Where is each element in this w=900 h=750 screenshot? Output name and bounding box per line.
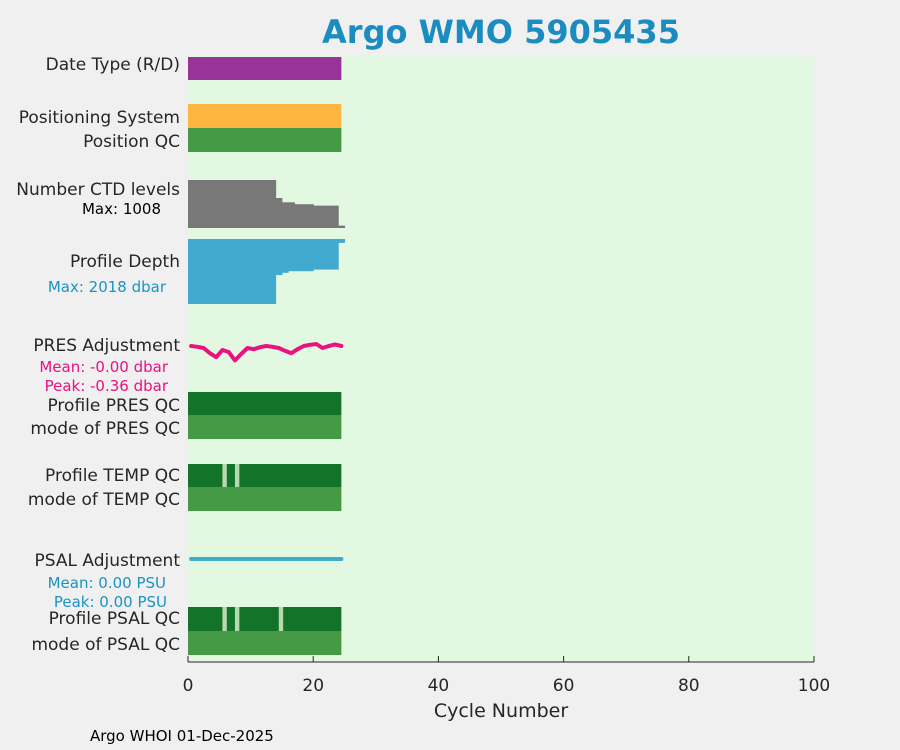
depth-bar-17	[288, 239, 295, 272]
x-tick-label-1: 0	[183, 676, 194, 696]
row-stat-5-1: Max: 2018 dbar	[48, 278, 167, 296]
band-2	[188, 104, 342, 128]
x-tick-label-3: 40	[428, 676, 450, 696]
levels-bar-15	[275, 198, 283, 228]
levels-bar-12	[256, 180, 264, 228]
depth-bar-19	[300, 239, 308, 272]
row-stat-6-1: Mean: -0.00 dbar	[39, 358, 169, 376]
depth-bar-5	[213, 239, 220, 304]
depth-bar-1	[188, 239, 195, 304]
depth-bar-21	[313, 239, 320, 270]
depth-bar-24	[331, 239, 339, 270]
row-label-12: Profile PSAL QC	[49, 609, 180, 629]
depth-bar-7	[225, 239, 233, 304]
row-labels: Date Type (R/D) Positioning System Positio…	[16, 55, 180, 655]
depth-bar-22	[319, 239, 327, 270]
levels-bar-6	[219, 180, 227, 228]
levels-bar-13	[263, 180, 270, 228]
depth-bar-6	[219, 239, 227, 304]
band-13	[188, 631, 342, 655]
band-9	[188, 464, 342, 487]
levels-bar-20	[306, 204, 314, 228]
depth-bar-25	[338, 239, 345, 243]
depth-bar-20	[306, 239, 314, 272]
band-1	[188, 57, 342, 80]
x-tick-label-4: 60	[553, 676, 575, 696]
levels-bar-24	[331, 205, 339, 228]
depth-bar-9	[238, 239, 245, 304]
row-label-9: Profile TEMP QC	[45, 466, 180, 486]
x-tick-label-5: 80	[678, 676, 700, 696]
levels-bar-9	[238, 180, 245, 228]
adjustment-line-6	[189, 342, 344, 363]
depth-bar-23	[325, 239, 333, 270]
band-3	[188, 128, 342, 152]
row-label-11: PSAL Adjustment	[35, 551, 181, 571]
footer-text: Argo WHOI 01-Dec-2025	[90, 727, 274, 745]
row-label-10: mode of TEMP QC	[28, 490, 180, 510]
levels-bar-14	[269, 180, 277, 228]
row-stat-11-2: Peak: 0.00 PSU	[54, 593, 167, 611]
levels-bar-25	[338, 225, 345, 228]
qc-flag-mark-9-1	[222, 464, 227, 487]
row-stat-11-1: Mean: 0.00 PSU	[48, 574, 166, 592]
row-label-4: Number CTD levels	[16, 180, 180, 200]
row-label-1: Date Type (R/D)	[46, 55, 180, 75]
depth-bar-10	[244, 239, 252, 304]
levels-bar-4	[206, 180, 214, 228]
qc-flag-mark-9-2	[234, 464, 240, 487]
row-label-8: mode of PRES QC	[30, 419, 180, 439]
depth-bar-15	[275, 239, 283, 276]
qc-flag-mark-12-3	[278, 607, 284, 631]
row-stat-4-1: Max: 1008	[82, 200, 161, 218]
row-stat-6-2: Peak: -0.36 dbar	[45, 377, 169, 395]
levels-bar-17	[288, 202, 295, 228]
qc-flag-mark-12-1	[222, 607, 227, 631]
depth-bar-2	[194, 239, 202, 304]
levels-bar-16	[281, 202, 289, 228]
levels-bar-7	[225, 180, 233, 228]
x-tick-label-6: 100	[798, 676, 830, 696]
data-marks	[188, 57, 345, 655]
qc-flag-mark-12-2	[234, 607, 240, 631]
depth-bar-3	[200, 239, 208, 304]
row-label-6: PRES Adjustment	[33, 336, 180, 356]
levels-bar-21	[313, 205, 320, 228]
row-label-2: Positioning System	[19, 108, 180, 128]
band-7	[188, 392, 342, 415]
chart-title: Argo WMO 5905435	[322, 13, 680, 51]
depth-bar-14	[269, 239, 277, 304]
levels-bar-2	[194, 180, 202, 228]
band-10	[188, 487, 342, 511]
row-label-7: Profile PRES QC	[47, 396, 180, 416]
band-8	[188, 415, 342, 439]
levels-bar-8	[231, 180, 239, 228]
levels-bar-5	[213, 180, 220, 228]
levels-bar-23	[325, 205, 333, 228]
x-axis-title: Cycle Number	[434, 700, 568, 722]
levels-bar-1	[188, 180, 195, 228]
depth-bar-16	[281, 239, 289, 273]
depth-bar-12	[256, 239, 264, 304]
levels-bar-11	[250, 180, 258, 228]
depth-bar-8	[231, 239, 239, 304]
levels-bar-10	[244, 180, 252, 228]
depth-bar-18	[294, 239, 302, 272]
x-axis: 0 20 40 60 80 100	[183, 656, 830, 696]
levels-bar-3	[200, 180, 208, 228]
depth-bar-4	[206, 239, 214, 304]
band-12	[188, 607, 342, 631]
x-tick-label-2: 20	[302, 676, 324, 696]
levels-bar-22	[319, 205, 327, 228]
levels-bar-18	[294, 204, 302, 228]
depth-bar-13	[263, 239, 270, 304]
row-label-5: Profile Depth	[70, 252, 180, 272]
row-label-3: Position QC	[83, 132, 180, 152]
depth-bar-11	[250, 239, 258, 304]
levels-bar-19	[300, 204, 308, 228]
row-label-13: mode of PSAL QC	[31, 635, 180, 655]
